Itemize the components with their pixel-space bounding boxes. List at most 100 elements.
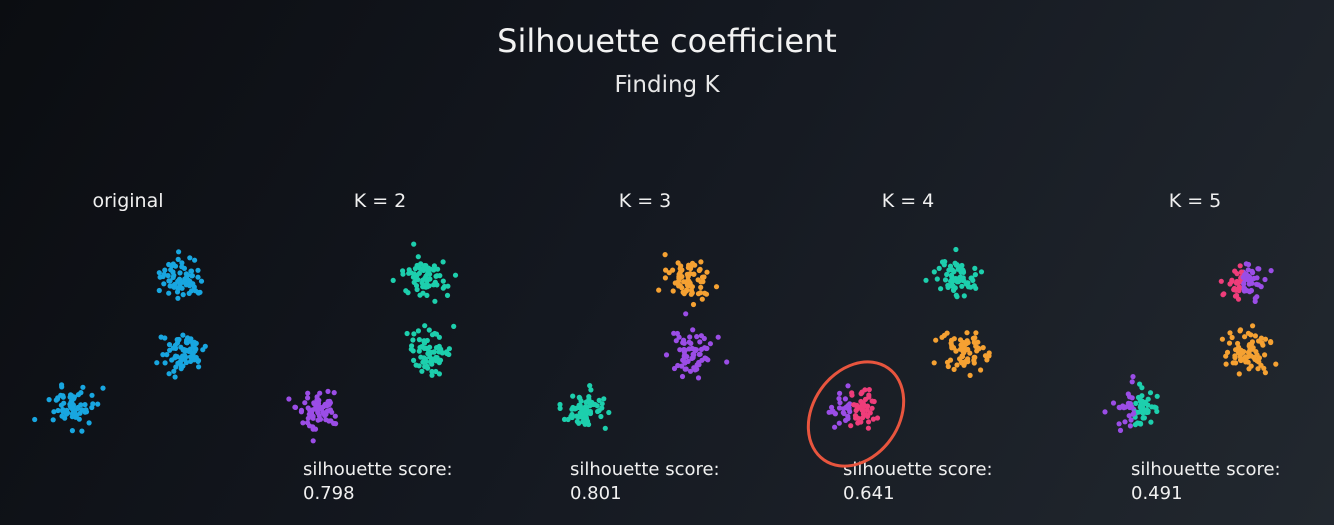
cluster-3-2-point	[870, 416, 877, 422]
cluster-2-1-point	[707, 341, 714, 347]
cluster-4-0-point	[1237, 263, 1243, 269]
cluster-2-0-point	[704, 269, 710, 275]
cluster-3-1-point	[978, 367, 984, 373]
cluster-2-1-point	[694, 334, 700, 340]
score-label: silhouette score:	[1131, 459, 1281, 480]
cluster-4-2-point	[1130, 374, 1136, 380]
cluster-1-1-point	[419, 344, 425, 350]
cluster-4-2-point	[1117, 427, 1124, 433]
cluster-0-2-point	[89, 392, 95, 398]
cluster-0-2-point	[76, 416, 82, 422]
cluster-2-0-point	[677, 266, 683, 272]
cluster-4-1-point	[1236, 371, 1242, 377]
cluster-2-2-point	[582, 404, 589, 410]
cluster-4-2-point	[1154, 393, 1160, 399]
cluster-1-0-point	[390, 277, 396, 283]
cluster-1-2-point	[317, 416, 324, 422]
cluster-3-0-point	[938, 286, 944, 292]
cluster-0-1-point	[191, 343, 197, 349]
cluster-0-1-point	[195, 358, 201, 364]
cluster-3-0-point	[950, 287, 957, 293]
cluster-3-0-point	[968, 275, 974, 281]
cluster-4-2-point	[1128, 417, 1134, 423]
cluster-0-0-point	[170, 274, 176, 280]
cluster-0-0-point	[172, 263, 179, 269]
cluster-4-1-point	[1244, 354, 1250, 361]
cluster-0-1-point	[166, 371, 172, 377]
cluster-1-2-point	[325, 401, 331, 408]
cluster-4-0-point	[1250, 270, 1256, 276]
cluster-4-1-point	[1245, 330, 1251, 336]
cluster-1-0-point	[437, 273, 443, 279]
cluster-3-2-point	[845, 383, 851, 389]
cluster-4-0-point	[1254, 275, 1260, 281]
cluster-1-1-point	[439, 350, 445, 356]
cluster-2-0-point	[695, 277, 701, 283]
cluster-2-2-point	[601, 396, 607, 402]
cluster-1-2-point	[306, 411, 312, 417]
cluster-3-2-point	[826, 409, 832, 415]
cluster-3-2-point	[874, 415, 881, 421]
cluster-0-1-point	[183, 354, 189, 360]
cluster-0-0-point	[179, 260, 185, 266]
cluster-3-2-point	[866, 419, 872, 425]
diagram-title: Silhouette coefficient	[497, 22, 837, 60]
cluster-2-0-point	[702, 290, 708, 296]
cluster-4-0-point	[1262, 276, 1268, 283]
cluster-3-2-point	[853, 415, 859, 421]
cluster-4-1-point	[1260, 342, 1266, 348]
cluster-2-2-point	[602, 425, 608, 431]
cluster-2-2-point	[586, 396, 592, 402]
cluster-4-0-point	[1268, 268, 1274, 274]
cluster-2-1-point	[683, 366, 689, 372]
cluster-1-0-point	[441, 283, 448, 290]
cluster-0-0-point	[198, 278, 205, 284]
cluster-4-0-point	[1240, 274, 1246, 280]
cluster-4-2-point	[1134, 420, 1141, 426]
cluster-3-1-point	[986, 353, 992, 359]
panel-label-original: original	[92, 190, 164, 212]
cluster-4-1-point	[1262, 370, 1268, 376]
diagram-subtitle: Finding K	[614, 72, 720, 98]
cluster-4-1-point	[1250, 345, 1256, 351]
cluster-4-2-point	[1149, 404, 1155, 410]
cluster-3-2-point	[832, 424, 838, 430]
cluster-2-2-point	[585, 418, 591, 424]
cluster-3-2-point	[859, 407, 865, 413]
cluster-2-1-point	[690, 355, 696, 361]
cluster-3-0-point	[934, 276, 940, 282]
cluster-4-1-point	[1237, 328, 1243, 334]
cluster-0-0-point	[188, 288, 195, 294]
cluster-3-1-point	[954, 362, 960, 368]
cluster-0-1-point	[184, 347, 190, 353]
cluster-4-1-point	[1246, 342, 1253, 348]
cluster-4-0-point	[1218, 278, 1224, 284]
cluster-1-1-point	[429, 372, 435, 378]
cluster-1-1-point	[404, 330, 410, 337]
cluster-3-2-point	[836, 396, 842, 402]
cluster-2-0-point	[698, 284, 704, 290]
cluster-1-2-point	[323, 417, 329, 423]
cluster-2-0-point	[686, 282, 692, 288]
cluster-2-2-point	[577, 395, 583, 401]
cluster-2-2-point	[570, 393, 576, 399]
cluster-2-0-point	[713, 284, 720, 290]
cluster-1-1-point	[446, 346, 452, 352]
panel-label-k2: K = 2	[353, 190, 407, 212]
cluster-4-1-point	[1230, 360, 1236, 366]
cluster-2-0-point	[681, 279, 687, 285]
cluster-0-0-point	[176, 249, 182, 255]
cluster-2-0-point	[700, 279, 706, 285]
cluster-3-2-point	[836, 420, 842, 426]
cluster-3-1-point	[939, 334, 945, 340]
cluster-4-0-point	[1254, 281, 1260, 287]
cluster-3-0-point	[947, 263, 954, 269]
cluster-1-2-point	[310, 426, 316, 432]
score-k2: silhouette score: 0.798	[303, 458, 453, 506]
cluster-2-0-point	[663, 267, 669, 273]
cluster-3-2-point	[865, 413, 871, 419]
cluster-3-2-point	[836, 405, 843, 411]
panel-label-k3: K = 3	[618, 190, 672, 212]
cluster-3-1-point	[962, 348, 968, 354]
cluster-0-0-point	[187, 255, 193, 261]
